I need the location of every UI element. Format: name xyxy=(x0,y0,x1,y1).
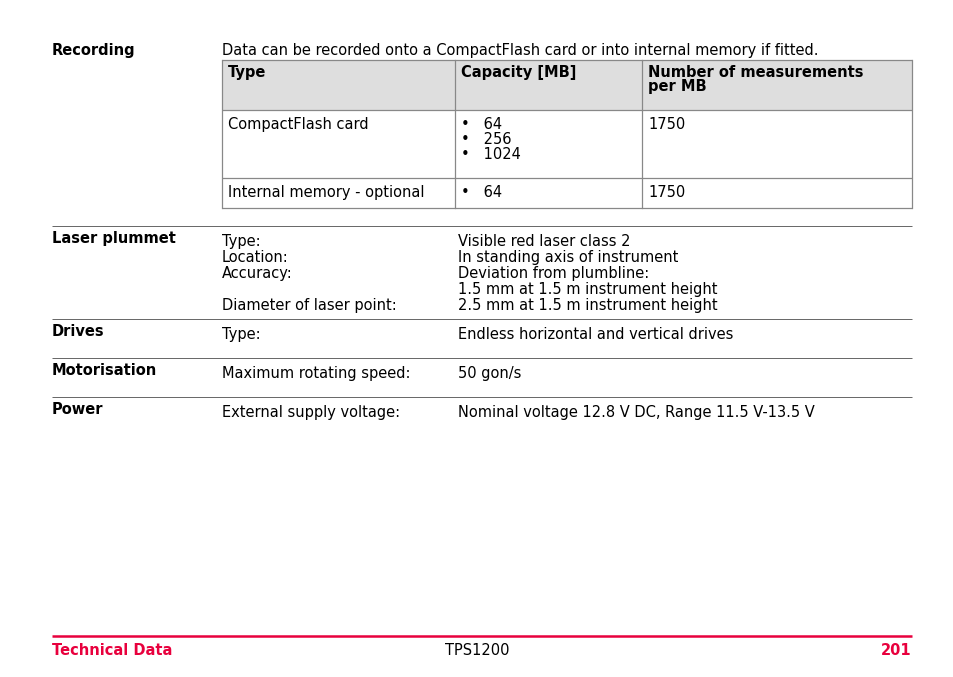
Text: Location:: Location: xyxy=(222,250,289,265)
Text: per MB: per MB xyxy=(647,79,706,94)
Text: Capacity [MB]: Capacity [MB] xyxy=(460,65,576,80)
Text: •   1024: • 1024 xyxy=(460,147,520,162)
Text: Type:: Type: xyxy=(222,234,260,249)
Text: Power: Power xyxy=(52,402,103,417)
Text: •   256: • 256 xyxy=(460,132,511,147)
Text: Technical Data: Technical Data xyxy=(52,643,172,658)
Text: TPS1200: TPS1200 xyxy=(444,643,509,658)
Text: 2.5 mm at 1.5 m instrument height: 2.5 mm at 1.5 m instrument height xyxy=(457,298,717,313)
Text: Recording: Recording xyxy=(52,43,135,58)
Text: Accuracy:: Accuracy: xyxy=(222,266,293,281)
Text: Drives: Drives xyxy=(52,324,105,339)
Text: Motorisation: Motorisation xyxy=(52,363,157,378)
Text: 50 gon/s: 50 gon/s xyxy=(457,366,521,381)
Text: Number of measurements: Number of measurements xyxy=(647,65,862,80)
Text: Type:: Type: xyxy=(222,327,260,342)
Text: Deviation from plumbline:: Deviation from plumbline: xyxy=(457,266,649,281)
Text: Diameter of laser point:: Diameter of laser point: xyxy=(222,298,396,313)
Text: Data can be recorded onto a CompactFlash card or into internal memory if fitted.: Data can be recorded onto a CompactFlash… xyxy=(222,43,818,58)
Text: Visible red laser class 2: Visible red laser class 2 xyxy=(457,234,630,249)
Text: Type: Type xyxy=(228,65,266,80)
Text: 1750: 1750 xyxy=(647,117,684,132)
Text: Nominal voltage 12.8 V DC, Range 11.5 V-13.5 V: Nominal voltage 12.8 V DC, Range 11.5 V-… xyxy=(457,405,814,420)
Text: •   64: • 64 xyxy=(460,185,501,200)
Text: External supply voltage:: External supply voltage: xyxy=(222,405,399,420)
Text: CompactFlash card: CompactFlash card xyxy=(228,117,368,132)
Text: •   64: • 64 xyxy=(460,117,501,132)
Text: 1750: 1750 xyxy=(647,185,684,200)
Text: Maximum rotating speed:: Maximum rotating speed: xyxy=(222,366,410,381)
Text: Endless horizontal and vertical drives: Endless horizontal and vertical drives xyxy=(457,327,733,342)
Bar xyxy=(222,60,911,110)
Text: 201: 201 xyxy=(881,643,911,658)
Text: 1.5 mm at 1.5 m instrument height: 1.5 mm at 1.5 m instrument height xyxy=(457,282,717,297)
Text: Internal memory - optional: Internal memory - optional xyxy=(228,185,424,200)
Text: Laser plummet: Laser plummet xyxy=(52,231,175,246)
Text: In standing axis of instrument: In standing axis of instrument xyxy=(457,250,678,265)
